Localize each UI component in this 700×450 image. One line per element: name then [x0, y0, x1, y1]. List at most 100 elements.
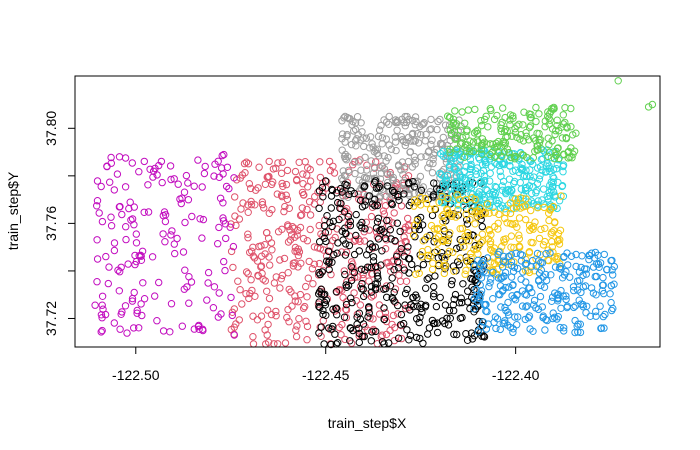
- data-point: [95, 209, 103, 217]
- data-point: [452, 172, 461, 180]
- data-point: [549, 165, 558, 174]
- data-point: [360, 228, 368, 236]
- data-point: [509, 328, 517, 337]
- data-point: [315, 269, 323, 277]
- data-point: [561, 118, 569, 127]
- data-point: [498, 274, 506, 282]
- data-point: [309, 280, 317, 288]
- data-point: [231, 212, 239, 220]
- data-point: [354, 190, 362, 199]
- data-point: [280, 207, 288, 216]
- data-point: [110, 319, 119, 327]
- data-point: [410, 152, 419, 161]
- data-point: [353, 320, 361, 328]
- data-point: [358, 279, 366, 288]
- data-point: [177, 199, 186, 208]
- data-point: [347, 263, 355, 271]
- data-point: [436, 293, 444, 302]
- data-point: [346, 221, 355, 230]
- data-point: [433, 328, 442, 337]
- data-point: [367, 293, 376, 301]
- data-point: [472, 285, 480, 294]
- data-point: [433, 125, 441, 134]
- data-point: [606, 290, 614, 298]
- data-point: [363, 166, 371, 174]
- data-point: [586, 312, 594, 320]
- data-point: [250, 254, 259, 262]
- data-point: [485, 203, 493, 212]
- data-point: [383, 169, 391, 177]
- data-point: [547, 271, 555, 279]
- data-point: [576, 328, 585, 337]
- data-point: [424, 330, 432, 338]
- data-point: [500, 272, 508, 281]
- data-point: [506, 121, 514, 129]
- data-point: [449, 248, 457, 256]
- data-point: [518, 160, 526, 169]
- data-point: [408, 163, 417, 171]
- data-point: [478, 222, 486, 231]
- data-point: [98, 217, 107, 226]
- data-point: [525, 110, 533, 118]
- data-point: [360, 292, 368, 301]
- data-point: [341, 154, 349, 163]
- data-point: [559, 168, 567, 176]
- series-1: [91, 150, 239, 339]
- data-point: [203, 296, 211, 304]
- data-point: [450, 330, 458, 338]
- data-point: [442, 235, 450, 244]
- data-point: [161, 238, 169, 246]
- data-point: [503, 219, 511, 227]
- data-point: [460, 243, 468, 251]
- data-point: [400, 226, 408, 234]
- data-point: [518, 151, 526, 159]
- data-point: [180, 285, 189, 293]
- data-point: [554, 290, 563, 299]
- data-point: [128, 215, 137, 223]
- data-point: [522, 303, 530, 311]
- data-point: [600, 289, 608, 298]
- data-point: [263, 331, 271, 339]
- data-point: [403, 326, 411, 334]
- data-point: [366, 314, 374, 322]
- data-point: [478, 135, 487, 143]
- data-point: [592, 312, 600, 320]
- data-point: [382, 157, 390, 165]
- data-point: [355, 309, 363, 317]
- data-point: [398, 136, 407, 144]
- data-point: [247, 184, 255, 193]
- data-point: [451, 135, 459, 143]
- data-point: [467, 249, 475, 258]
- data-point: [249, 252, 258, 260]
- data-point: [489, 188, 498, 196]
- data-point: [558, 134, 567, 142]
- data-point: [464, 106, 472, 114]
- data-point: [432, 179, 441, 188]
- data-point: [552, 165, 561, 173]
- data-point: [400, 190, 408, 198]
- data-point: [485, 226, 493, 234]
- data-point: [253, 316, 262, 324]
- data-point: [361, 197, 370, 205]
- data-point: [549, 202, 558, 211]
- data-point: [467, 207, 475, 215]
- data-point: [251, 201, 259, 209]
- data-point: [377, 220, 385, 228]
- data-point: [98, 314, 106, 322]
- data-point: [302, 317, 310, 325]
- data-point: [378, 247, 386, 255]
- data-point: [422, 130, 430, 139]
- data-point: [181, 266, 189, 274]
- data-point: [554, 313, 562, 321]
- data-point: [321, 177, 330, 185]
- data-point: [415, 225, 424, 234]
- data-point: [561, 104, 569, 112]
- data-point: [555, 197, 564, 205]
- x-axis: -122.50 -122.45 -122.40: [112, 346, 540, 383]
- data-point: [427, 115, 435, 124]
- data-point: [363, 251, 371, 259]
- data-point: [221, 220, 230, 228]
- data-point: [599, 273, 607, 282]
- data-point: [411, 233, 419, 241]
